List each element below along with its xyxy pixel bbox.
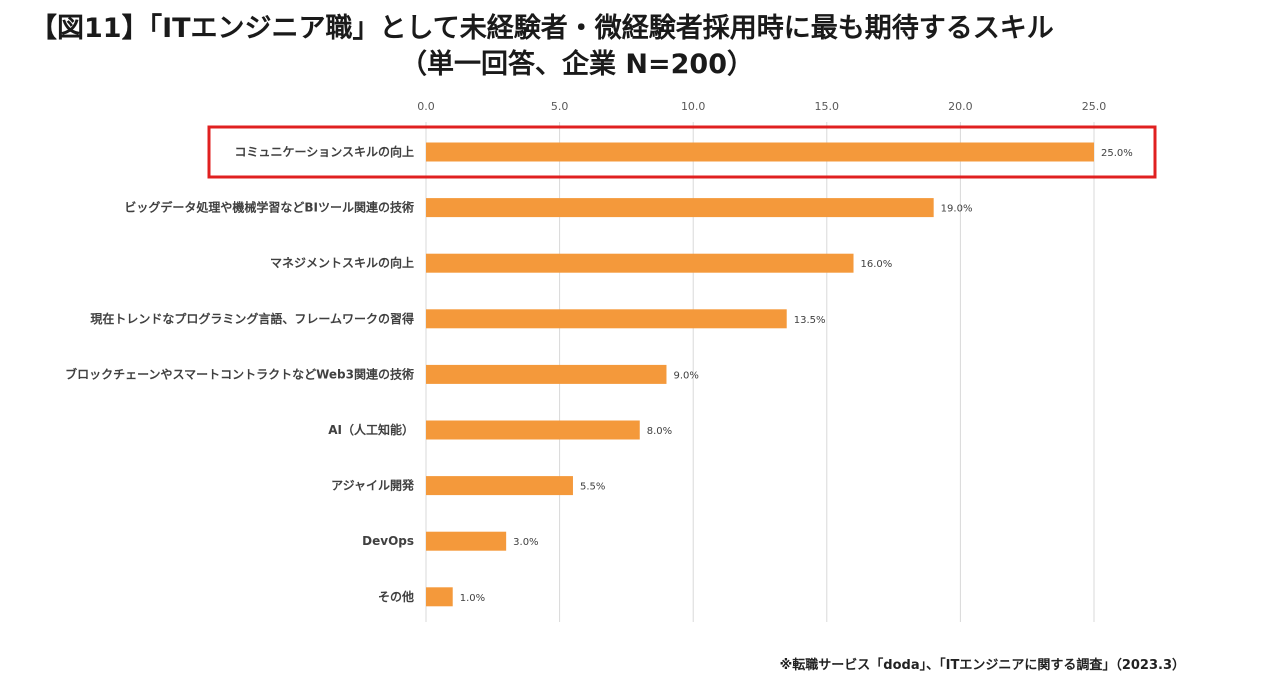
x-tick-label: 15.0 [815, 100, 840, 113]
bar [426, 309, 787, 329]
category-label: コミュニケーションスキルの向上 [234, 144, 414, 159]
highlight-box [207, 125, 1157, 179]
category-label: アジャイル開発 [331, 478, 415, 493]
data-label: 25.0% [1101, 148, 1133, 159]
x-tick-label: 5.0 [551, 100, 569, 113]
bar [426, 531, 507, 551]
category-label: マネジメントスキルの向上 [270, 255, 414, 270]
bar [426, 364, 667, 384]
chart-title-line1: 【図11】「ITエンジニア職」として未経験者・微経験者採用時に最も期待するスキル [30, 13, 1054, 44]
bar [426, 142, 1094, 162]
category-label: ビッグデータ処理や機械学習などBIツール関連の技術 [124, 200, 414, 215]
data-label: 19.0% [941, 204, 973, 215]
data-label: 13.5% [794, 315, 826, 326]
category-label: AI（人工知能） [328, 422, 414, 437]
category-label: 現在トレンドなプログラミング言語、フレームワークの習得 [90, 311, 414, 326]
category-label: ブロックチェーンやスマートコントラクトなどWeb3関連の技術 [65, 366, 414, 381]
source-note: ※転職サービス「doda」、「ITエンジニアに関する調査」（2023.3） [779, 658, 1185, 673]
x-tick-label: 25.0 [1082, 100, 1107, 113]
data-label: 1.0% [460, 593, 485, 604]
data-label: 8.0% [647, 426, 672, 437]
x-tick-label: 20.0 [948, 100, 973, 113]
data-label: 3.0% [513, 537, 538, 548]
data-label: 16.0% [861, 259, 893, 270]
data-label: 9.0% [673, 370, 698, 381]
chart-title-line2: （単一回答、企業 N=200） [400, 49, 754, 80]
category-label: その他 [378, 589, 414, 604]
bar [426, 420, 640, 440]
data-label: 5.5% [580, 482, 605, 493]
x-tick-label: 10.0 [681, 100, 706, 113]
x-tick-label: 0.0 [417, 100, 435, 113]
bar [426, 198, 934, 218]
bar [426, 476, 573, 496]
category-label: DevOps [362, 534, 414, 548]
bar [426, 253, 854, 273]
bar [426, 587, 453, 607]
